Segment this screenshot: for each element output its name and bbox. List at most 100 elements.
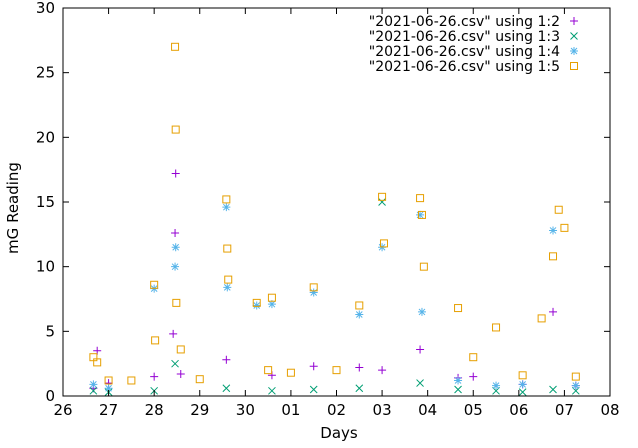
data-point [222, 384, 231, 393]
data-point [469, 353, 478, 362]
data-point [417, 307, 426, 316]
data-point [355, 384, 364, 393]
data-point [171, 243, 180, 252]
x-tick-label: 29 [190, 401, 209, 419]
x-tick-label: 28 [145, 401, 164, 419]
data-point [267, 300, 276, 309]
data-point [571, 381, 580, 390]
x-tick-label: 30 [236, 401, 255, 419]
data-point [571, 372, 580, 381]
data-point [378, 192, 387, 201]
data-point [378, 198, 386, 206]
data-point [537, 314, 546, 323]
data-point [416, 379, 424, 387]
data-point [171, 359, 179, 368]
data-point [127, 376, 136, 385]
data-point [554, 205, 563, 214]
data-point [223, 244, 232, 253]
data-point [171, 42, 180, 51]
data-point [549, 307, 558, 316]
legend: "2021-06-26.csv" using 1:2"2021-06-26.cs… [369, 14, 578, 75]
data-point [264, 366, 273, 375]
data-point [309, 288, 318, 297]
legend-marker [570, 62, 578, 70]
y-tick-label: 15 [36, 193, 55, 211]
x-tick-label: 02 [327, 401, 346, 419]
y-tick-label: 0 [45, 387, 55, 405]
data-point [150, 280, 159, 289]
data-point [518, 380, 527, 389]
legend-label: "2021-06-26.csv" using 1:5 [369, 59, 560, 75]
data-point [492, 381, 501, 390]
x-tick-label: 04 [418, 401, 437, 419]
legend-label: "2021-06-26.csv" using 1:4 [369, 44, 560, 60]
data-point [223, 283, 232, 292]
data-point [171, 169, 180, 178]
data-point [268, 386, 276, 395]
legend-marker [570, 17, 578, 25]
x-tick-label: 03 [373, 401, 392, 419]
data-point [222, 355, 231, 364]
data-point [355, 363, 364, 372]
x-tick-label: 06 [509, 401, 528, 419]
data-point [309, 385, 318, 394]
series-4 [89, 42, 580, 385]
x-tick-label: 26 [53, 401, 72, 419]
data-point [419, 262, 428, 271]
data-point [355, 310, 364, 319]
data-point [172, 298, 181, 307]
data-point [416, 194, 425, 203]
data-point [89, 386, 98, 395]
data-point [93, 358, 102, 367]
data-point [454, 304, 463, 313]
x-tick-label: 07 [555, 401, 574, 419]
data-point [104, 384, 113, 393]
data-point [150, 372, 159, 381]
legend-marker [570, 32, 578, 40]
data-point [222, 203, 231, 212]
data-point [195, 375, 204, 384]
x-tick-label: 08 [600, 401, 619, 419]
y-tick-label: 20 [36, 128, 55, 146]
data-point [171, 229, 180, 238]
data-point [151, 336, 160, 345]
data-point [379, 239, 388, 248]
data-point [169, 329, 178, 338]
legend-marker [570, 47, 578, 55]
data-point [309, 362, 318, 371]
y-tick-label: 5 [45, 322, 55, 340]
series-1 [89, 169, 580, 393]
data-point [492, 323, 501, 332]
data-point [171, 125, 180, 134]
data-point [89, 380, 98, 389]
data-point [378, 366, 387, 375]
data-point [224, 275, 233, 284]
data-point [332, 366, 341, 375]
data-point [171, 262, 180, 271]
legend-label: "2021-06-26.csv" using 1:3 [369, 29, 560, 45]
data-point [252, 301, 261, 310]
data-point [549, 252, 558, 261]
data-point [454, 385, 462, 394]
data-point [416, 210, 425, 219]
data-point [549, 385, 557, 394]
x-axis-label: Days [320, 424, 358, 442]
data-point [176, 345, 185, 354]
data-point [518, 388, 527, 396]
y-tick-label: 25 [36, 64, 55, 82]
data-point [355, 301, 364, 310]
x-tick-label: 27 [99, 401, 118, 419]
series-2 [89, 198, 580, 396]
data-marks [89, 42, 580, 396]
data-point [417, 210, 426, 219]
data-point [560, 223, 569, 232]
data-point [267, 293, 276, 302]
data-point [309, 283, 318, 292]
data-point [518, 371, 527, 380]
data-point [416, 345, 425, 354]
data-point [286, 368, 295, 377]
x-tick-label: 05 [464, 401, 483, 419]
